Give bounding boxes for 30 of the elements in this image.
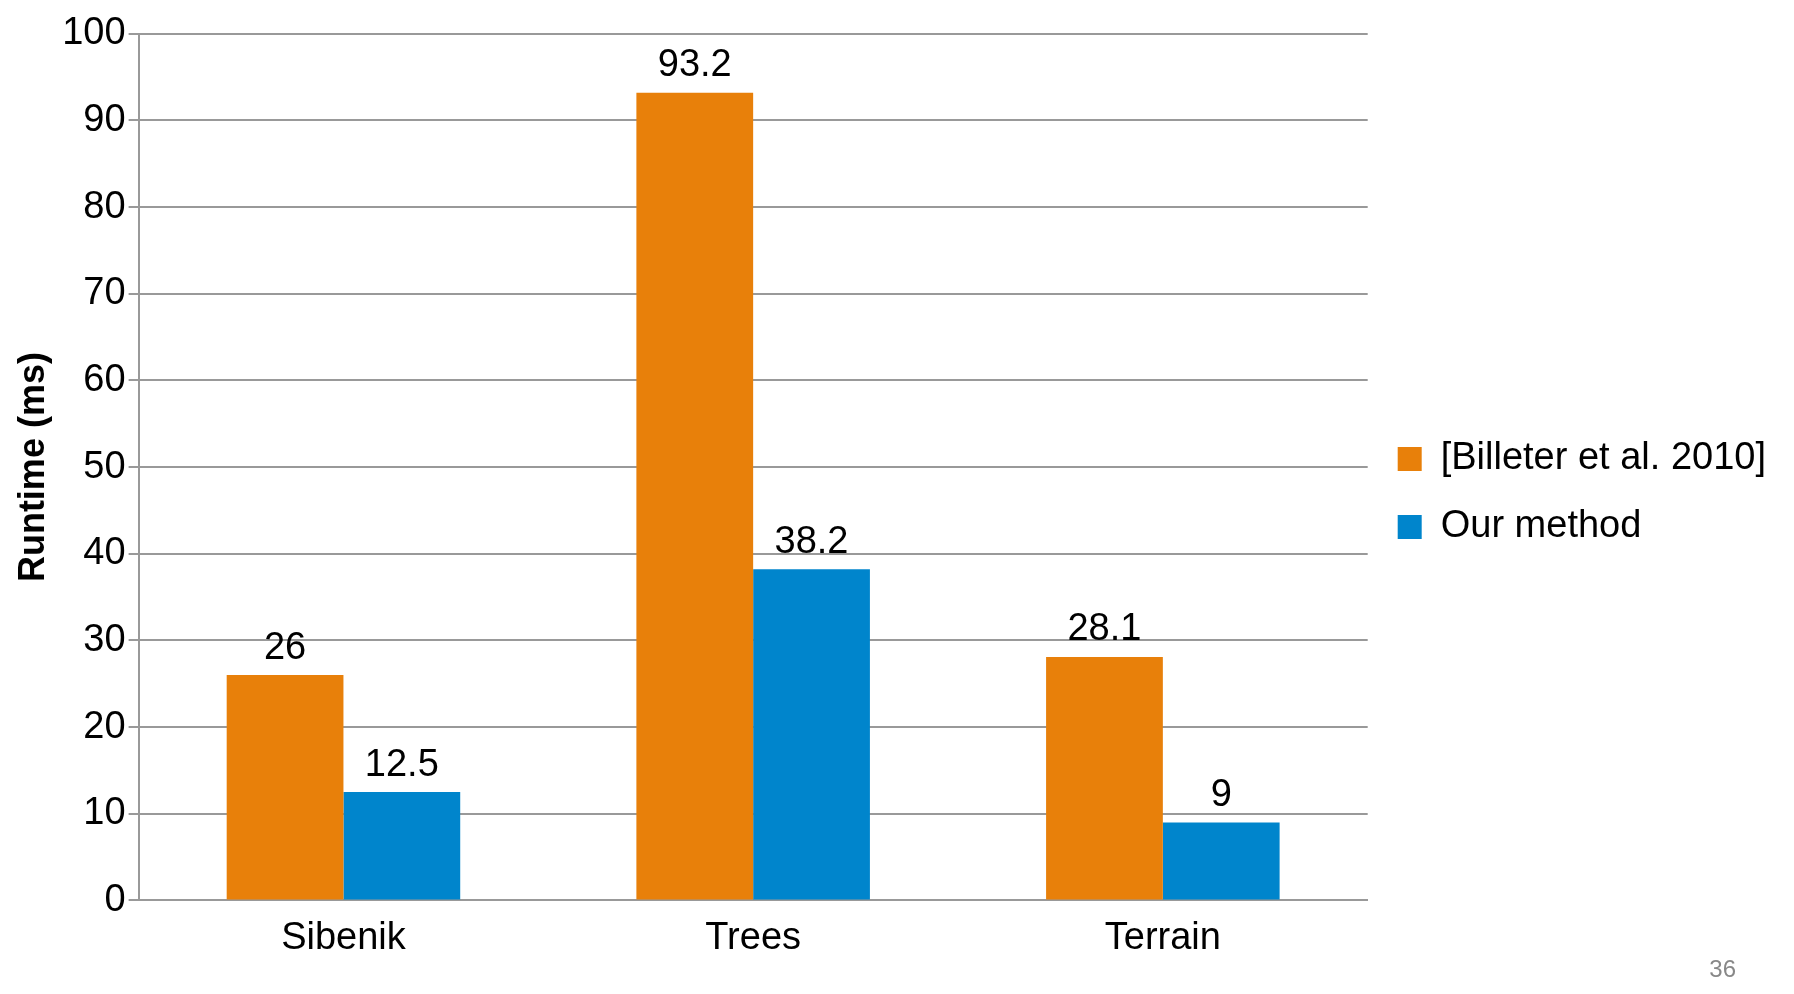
y-tick-label: 0: [104, 876, 126, 919]
bar: [753, 569, 870, 900]
y-tick-label: 70: [83, 270, 126, 313]
y-tick-label: 20: [83, 703, 126, 746]
y-axis-title: Runtime (ms): [10, 352, 52, 583]
x-tick-label: Terrain: [1104, 914, 1221, 957]
bar: [636, 92, 754, 900]
bar: [1162, 822, 1280, 900]
data-label: 28.1: [1067, 606, 1142, 649]
text: 36: [1709, 954, 1736, 982]
data-label: 9: [1210, 771, 1232, 814]
y-tick-label: 60: [83, 356, 126, 399]
y-tick-label: 80: [83, 183, 126, 226]
x-tick-label: Sibenik: [281, 914, 407, 957]
y-tick-label: 10: [83, 790, 126, 833]
y-tick-label: 90: [83, 96, 126, 139]
data-label: 12.5: [364, 741, 439, 784]
y-tick-label: 40: [83, 530, 126, 573]
bar: [226, 675, 344, 900]
bar: [343, 792, 461, 900]
data-label: 26: [263, 624, 307, 667]
legend-label: Our method: [1440, 503, 1642, 546]
x-tick-label: Trees: [705, 914, 802, 957]
y-tick-label: 100: [62, 10, 126, 53]
legend-label: [Billeter et al. 2010]: [1440, 435, 1767, 478]
data-label: 38.2: [774, 518, 849, 561]
data-label: 93.2: [657, 42, 732, 85]
bar: [1046, 656, 1163, 900]
y-tick-label: 50: [83, 443, 126, 486]
y-tick-label: 30: [83, 616, 126, 659]
